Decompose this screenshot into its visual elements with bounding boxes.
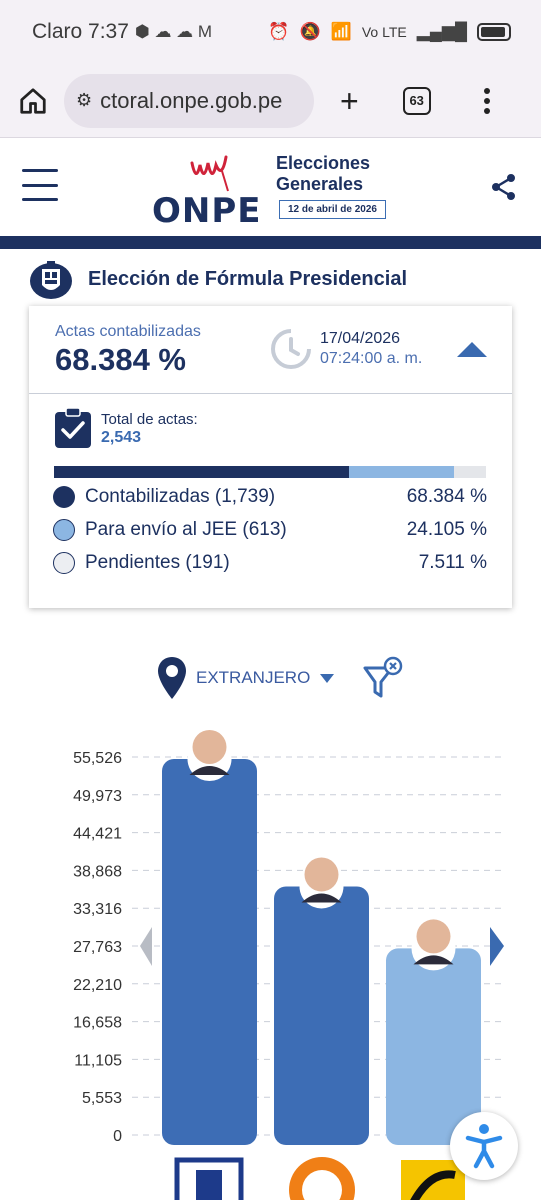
clipboard-check-icon	[55, 408, 91, 448]
signal-icon: ▂▄▆█	[416, 22, 467, 41]
actas-label: Actas contabilizadas	[55, 323, 201, 340]
accessibility-button[interactable]	[450, 1112, 518, 1180]
section-heading: Elección de Fórmula Presidencial	[28, 256, 528, 302]
progress-contabilizadas	[54, 466, 350, 478]
vote-mark-icon	[190, 155, 229, 192]
legend-pct: 7.511 %	[418, 552, 487, 573]
y-tick-label: 44,421	[73, 826, 122, 843]
y-tick-label: 0	[113, 1128, 122, 1145]
network-label: Vo LTE	[361, 24, 407, 40]
progress-jee	[349, 466, 454, 478]
update-time: 07:24:00 a. m.	[320, 350, 423, 367]
coat-of-arms-icon	[30, 261, 72, 299]
legend-contabilizadas: Contabilizadas (1,739) 68.384 %	[53, 484, 487, 510]
summary-card: Actas contabilizadas 68.384 % 17/04/2026…	[29, 306, 512, 608]
bar	[162, 759, 257, 1145]
summary-header[interactable]: Actas contabilizadas 68.384 % 17/04/2026…	[29, 306, 512, 394]
y-tick-label: 11,105	[74, 1052, 122, 1069]
share-icon[interactable]	[491, 173, 517, 201]
region-filter: EXTRANJERO	[156, 652, 406, 704]
y-tick-label: 49,973	[73, 788, 122, 805]
total-actas-label: Total de actas:	[101, 411, 198, 428]
battery-icon	[477, 23, 511, 41]
legend-pct: 68.384 %	[406, 486, 487, 507]
actas-progress-bar	[54, 466, 486, 478]
candidates-bar-chart: 55,526 49,973 44,421 38,868 33,316 27,763 22,2…	[73, 730, 505, 1200]
legend-label: Contabilizadas (1,739)	[85, 486, 276, 507]
total-actas-value: 2,543	[101, 429, 142, 446]
mute-icon: 🔕	[299, 22, 321, 41]
party-logo-1-mark	[196, 1170, 222, 1200]
legend-label: Pendientes (191)	[85, 552, 230, 573]
overflow-menu-icon[interactable]	[483, 87, 491, 115]
candidate-photo-suit	[301, 893, 342, 903]
party-logo-2-mark	[302, 1170, 342, 1200]
url-text: ctoral.onpe.gob.pe	[100, 87, 283, 113]
browser-toolbar: ⚙ ctoral.onpe.gob.pe + 63	[0, 64, 541, 138]
site-header: ONPE Elecciones Generales 12 de abril de…	[0, 139, 541, 236]
election-date: 12 de abril de 2026	[279, 200, 386, 219]
update-date: 17/04/2026	[320, 330, 401, 347]
y-tick-label: 27,763	[73, 939, 122, 956]
candidate-photo	[192, 730, 227, 764]
site-settings-icon[interactable]: ⚙	[76, 90, 93, 110]
next-arrow-icon[interactable]	[490, 927, 504, 966]
prev-arrow-icon[interactable]	[140, 927, 152, 966]
section-title: Elección de Fórmula Presidencial	[88, 267, 408, 290]
chevron-down-icon[interactable]	[320, 673, 335, 683]
candidate-photo	[304, 857, 339, 892]
url-bar[interactable]: ⚙ ctoral.onpe.gob.pe	[64, 73, 314, 128]
legend-dot-icon	[53, 552, 75, 574]
legend-label: Para envío al JEE (613)	[85, 519, 287, 540]
y-tick-label: 16,658	[73, 1015, 122, 1032]
candidate-photo-suit	[189, 766, 230, 775]
location-pin-icon	[158, 657, 186, 699]
status-time: Claro 7:37	[32, 20, 129, 43]
clear-filter-icon[interactable]	[362, 656, 404, 700]
notification-icons: ⬢ ☁ ☁ M	[134, 22, 213, 41]
bar	[386, 948, 481, 1145]
y-tick-label: 33,316	[73, 901, 122, 918]
tab-switcher-button[interactable]: 63	[402, 86, 431, 115]
candidate-photo	[416, 919, 451, 954]
elections-title: Elecciones Generales	[276, 153, 371, 194]
wifi-icon: 📶	[330, 22, 352, 41]
y-tick-label: 22,210	[73, 977, 122, 994]
alarm-icon: ⏰	[268, 22, 290, 41]
legend-dot-icon	[53, 519, 75, 541]
collapse-chevron-icon[interactable]	[457, 342, 487, 357]
legend-pendientes: Pendientes (191) 7.511 %	[53, 550, 487, 576]
accessibility-icon	[465, 1124, 503, 1169]
new-tab-icon[interactable]: +	[340, 82, 359, 119]
home-icon[interactable]	[18, 86, 48, 116]
candidate-photo-suit	[413, 955, 454, 965]
y-tick-label: 5,553	[82, 1090, 122, 1107]
menu-icon[interactable]	[22, 169, 58, 201]
clock-history-icon	[271, 329, 311, 369]
legend-dot-icon	[53, 486, 75, 508]
logo-wordmark: ONPE	[152, 191, 262, 231]
onpe-logo[interactable]: ONPE Elecciones Generales 12 de abril de…	[152, 151, 402, 233]
bar	[274, 886, 369, 1145]
region-select[interactable]: EXTRANJERO	[196, 668, 311, 687]
legend-pct: 24.105 %	[406, 519, 487, 540]
status-bar: Claro 7:37 ⬢ ☁ ☁ M ⏰ 🔕 📶 Vo LTE ▂▄▆█	[0, 0, 541, 64]
y-tick-label: 55,526	[73, 750, 122, 767]
header-divider	[0, 236, 541, 249]
legend-jee: Para envío al JEE (613) 24.105 %	[53, 517, 487, 543]
y-tick-label: 38,868	[73, 863, 122, 880]
actas-percentage: 68.384 %	[55, 342, 186, 377]
